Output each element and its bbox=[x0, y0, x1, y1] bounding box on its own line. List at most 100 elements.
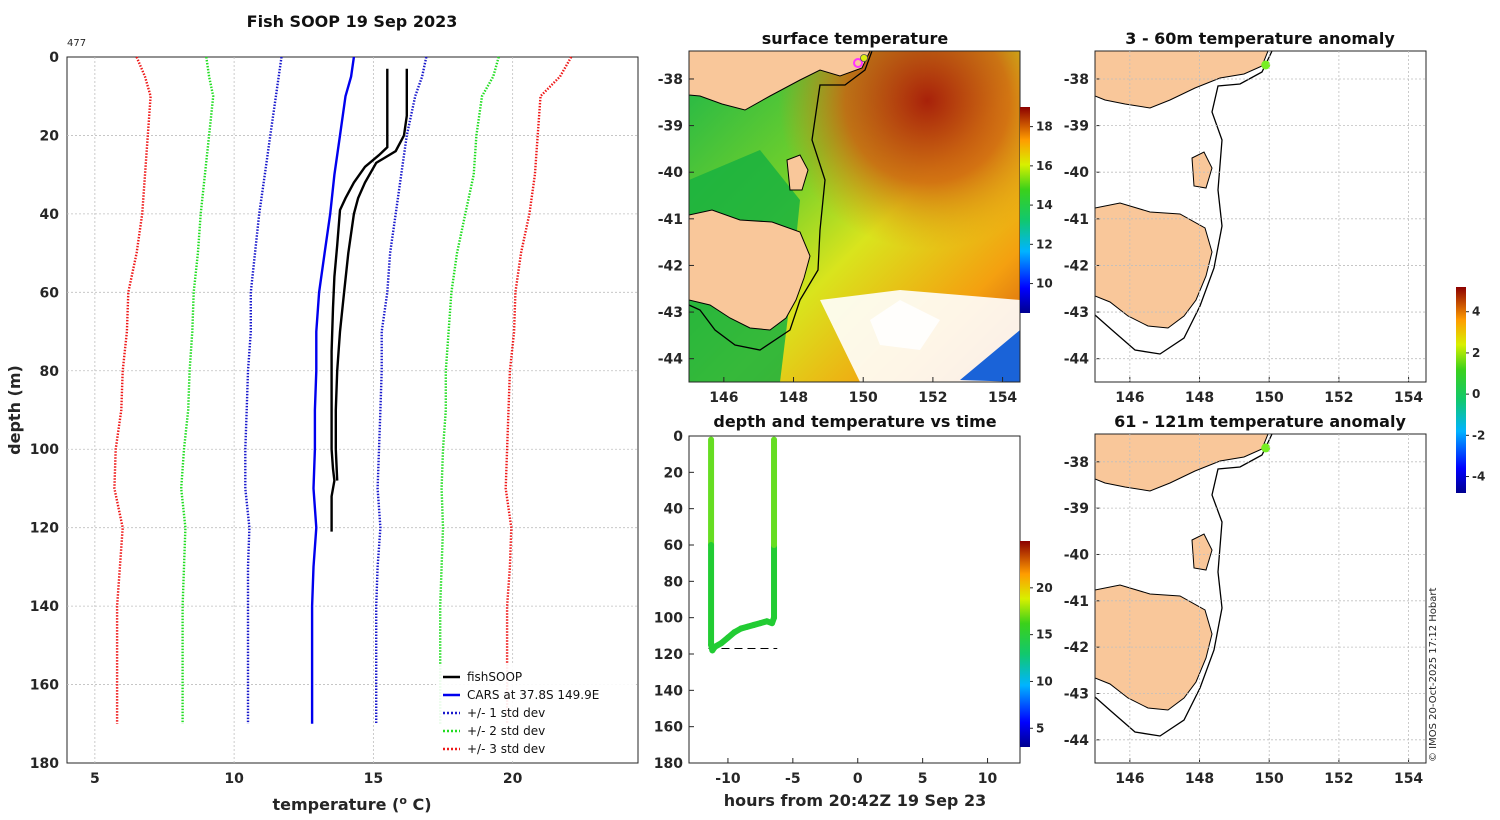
depth-time-y-tick-label: 60 bbox=[664, 538, 684, 554]
profile-series-std2 bbox=[439, 56, 500, 724]
profile-series-std1 bbox=[375, 56, 428, 724]
flinders-island bbox=[786, 154, 809, 191]
profile-x-tick-label: 15 bbox=[364, 771, 383, 787]
legend-label-std2: +/- 2 std dev bbox=[467, 724, 545, 738]
map-y-tick-label: -43 bbox=[658, 305, 683, 321]
profile-title: Fish SOOP 19 Sep 2023 bbox=[247, 12, 458, 31]
shelf-isobath bbox=[1095, 434, 1273, 737]
map-x-tick-label: 152 bbox=[918, 390, 947, 406]
shallow-anomaly-map: 3 - 60m temperature anomaly 146 148 150 152… bbox=[1064, 29, 1427, 406]
mainland-landmass bbox=[689, 51, 871, 111]
map-x-tick-label: 152 bbox=[1324, 390, 1353, 406]
profile-y-tick-label: 0 bbox=[49, 50, 59, 66]
depth-time-x-tick-label: -10 bbox=[715, 771, 741, 787]
flinders-island bbox=[1191, 151, 1213, 189]
map-x-tick-label: 154 bbox=[1394, 771, 1423, 787]
shallow-anomaly-point bbox=[1261, 60, 1271, 70]
profile-series-fishsoop bbox=[330, 68, 389, 532]
depth-time-y-tick-label: 20 bbox=[664, 465, 684, 481]
map-y-tick-label: -44 bbox=[1064, 352, 1090, 368]
sst-cold-patch bbox=[960, 330, 1020, 382]
map-y-tick-label: -41 bbox=[658, 212, 683, 228]
anomaly-colorbar-ticks: 4 2 0 -2 -4 bbox=[1466, 305, 1485, 484]
profile-series-fishsoop bbox=[334, 68, 408, 481]
map-y-tick-label: -41 bbox=[1064, 594, 1089, 610]
map-y-tick-label: -40 bbox=[658, 165, 684, 181]
profile-x-tick-label: 5 bbox=[90, 771, 100, 787]
map-x-tick-label: 146 bbox=[1115, 390, 1144, 406]
map-y-tick-label: -41 bbox=[1064, 212, 1089, 228]
profile-y-tick-label: 140 bbox=[30, 599, 59, 615]
depth-time-colorbar bbox=[1020, 541, 1030, 747]
surface-temperature-map: surface temperature 146 148 150 152 154 -38 -3… bbox=[658, 29, 1053, 406]
map-y-tick-label: -39 bbox=[1064, 501, 1089, 517]
depth-time-title: depth and temperature vs time bbox=[713, 412, 996, 431]
map-y-tick-label: -42 bbox=[1064, 258, 1089, 274]
map-x-tick-label: 150 bbox=[849, 390, 878, 406]
legend-label-std3: +/- 3 std dev bbox=[467, 742, 545, 756]
profile-x-axis-label: temperature (o C) bbox=[272, 794, 431, 814]
profile-y-tick-label: 160 bbox=[30, 678, 59, 694]
tasmania-landmass bbox=[1095, 202, 1213, 329]
map-y-tick-label: -38 bbox=[1064, 72, 1089, 88]
depth-time-y-tick-label: 80 bbox=[664, 574, 684, 590]
profile-series bbox=[113, 56, 573, 724]
depth-time-y-tick-label: 140 bbox=[654, 683, 683, 699]
colorbar-tick-label: -4 bbox=[1472, 470, 1485, 484]
sst-location-marker bbox=[853, 58, 863, 68]
depth-time-y-tick-label: 100 bbox=[654, 611, 683, 627]
map-x-tick-label: 154 bbox=[1394, 390, 1423, 406]
deep-anomaly-frame bbox=[1094, 433, 1427, 764]
profile-y-axis-label: depth (m) bbox=[5, 365, 24, 455]
shelf-isobath bbox=[689, 51, 873, 351]
anomaly-colorbar bbox=[1456, 287, 1466, 493]
depth-time-x-tick-label: 5 bbox=[918, 771, 928, 787]
profile-y-tick-label: 120 bbox=[30, 521, 59, 537]
map-y-tick-label: -42 bbox=[1064, 640, 1089, 656]
map-x-tick-label: 154 bbox=[988, 390, 1017, 406]
map-y-tick-label: -40 bbox=[1064, 165, 1090, 181]
map-y-tick-label: -44 bbox=[1064, 733, 1090, 749]
profile-legend: fishSOOP CARS at 37.8S 149.9E +/- 1 std … bbox=[436, 664, 636, 760]
map-y-tick-label: -39 bbox=[1064, 119, 1089, 135]
profile-y-tick-label: 60 bbox=[40, 285, 60, 301]
tasmania-landmass bbox=[689, 209, 811, 331]
map-x-tick-label: 148 bbox=[779, 390, 808, 406]
map-y-tick-label: -43 bbox=[1064, 305, 1089, 321]
map-x-tick-label: 150 bbox=[1255, 390, 1284, 406]
map-x-tick-label: 146 bbox=[709, 390, 738, 406]
colorbar-tick-label: 14 bbox=[1036, 198, 1053, 212]
deep-anomaly-map: 61 - 121m temperature anomaly 146 148 150 1… bbox=[1064, 287, 1485, 787]
depth-time-x-axis-label: hours from 20:42Z 19 Sep 23 bbox=[724, 791, 986, 810]
profile-chart: 5 10 15 20 0 20 40 60 80 100 120 140 160 180 Fish SOO… bbox=[5, 12, 639, 814]
colorbar-tick-label: -2 bbox=[1472, 428, 1485, 442]
profile-x-tick-label: 10 bbox=[224, 771, 244, 787]
colorbar-tick-label: 2 bbox=[1472, 346, 1480, 360]
sst-colorbar bbox=[1020, 107, 1030, 313]
profile-plot-frame bbox=[66, 56, 639, 764]
map-x-tick-label: 150 bbox=[1255, 771, 1284, 787]
shallow-anomaly-ticks: 146 148 150 152 154 -38 -39 -40 -41 -42 -43 -44 bbox=[1064, 51, 1426, 406]
profile-series-std1 bbox=[244, 56, 283, 724]
deep-anomaly-ticks: 146 148 150 152 154 -38 -39 -40 -41 -42 -43 -44 bbox=[1064, 434, 1426, 787]
depth-time-y-tick-label: 180 bbox=[654, 756, 683, 772]
profile-x-tick-label: 20 bbox=[503, 771, 523, 787]
sst-vessel-marker bbox=[860, 54, 868, 62]
profile-grid bbox=[67, 57, 638, 763]
legend-box bbox=[436, 664, 636, 760]
profile-y-tick-label: 80 bbox=[40, 364, 60, 380]
depth-time-trace bbox=[708, 436, 778, 654]
colorbar-tick-label: 12 bbox=[1036, 237, 1053, 251]
depth-time-x-tick-label: 10 bbox=[978, 771, 998, 787]
copyright-footer: © IMOS 20-Oct-2025 17:12 Hobart bbox=[1428, 587, 1439, 762]
colorbar-tick-label: 10 bbox=[1036, 674, 1053, 688]
depth-time-frame bbox=[688, 435, 1021, 764]
colorbar-tick-label: 0 bbox=[1472, 387, 1480, 401]
map-y-tick-label: -39 bbox=[658, 119, 683, 135]
colorbar-tick-label: 16 bbox=[1036, 159, 1053, 173]
legend-label-cars: CARS at 37.8S 149.9E bbox=[467, 688, 599, 702]
flinders-island bbox=[1191, 533, 1213, 571]
depth-time-x-tick-label: -5 bbox=[785, 771, 801, 787]
shallow-anomaly-title: 3 - 60m temperature anomaly bbox=[1125, 29, 1395, 48]
